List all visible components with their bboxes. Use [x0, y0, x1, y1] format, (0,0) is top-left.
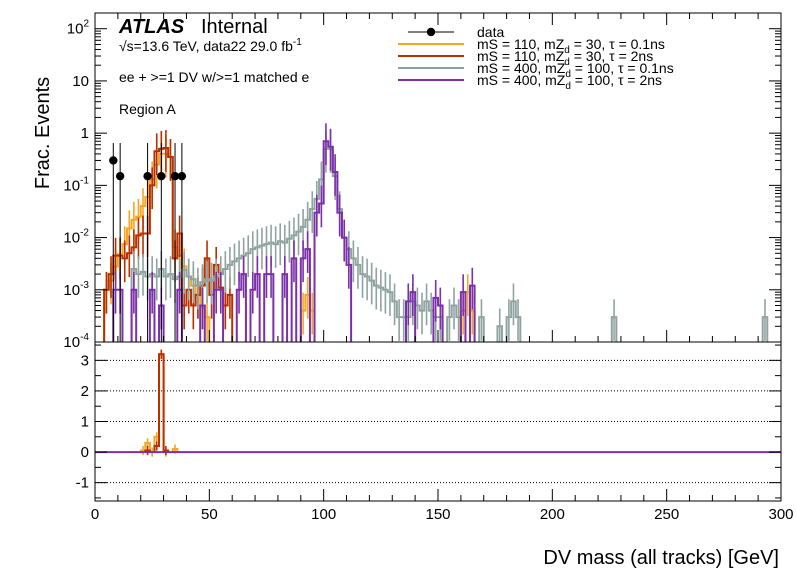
legend-entry-4-label: mS = 400, mZd = 100, τ = 2ns — [477, 72, 662, 92]
y-axis-label: Frac. Events — [32, 77, 54, 189]
upper-series-layer — [103, 123, 769, 342]
legend-entry-0-marker — [426, 27, 436, 37]
data-point-1-marker — [115, 171, 125, 181]
upper-ytick-label-2: 10-2 — [63, 228, 89, 247]
data-point-3 — [157, 143, 166, 342]
data-point-2-marker — [143, 171, 152, 181]
upper-y-axis: 10-4 10-3 10-2 10-1 1 10 102 — [63, 19, 781, 351]
xtick-label-0: 0 — [91, 506, 99, 523]
selection-text: ee + >=1 DV w/>=1 matched e — [119, 69, 310, 85]
lower-ytick-label-3: 2 — [81, 383, 89, 400]
data-point-4-marker — [170, 171, 180, 181]
upper-series-2-ms-400-mzd-100-0-1ns — [130, 130, 769, 342]
x-axis-label: DV mass (all tracks) [GeV] — [543, 547, 779, 569]
xtick-label-3: 150 — [425, 506, 450, 523]
data-point-1 — [115, 143, 125, 342]
lower-ytick-label-1: 0 — [81, 444, 89, 461]
x-axis: 0 50 100 150 200 250 300 — [91, 13, 794, 523]
upper-ytick-label-5: 10 — [72, 73, 89, 90]
xtick-label-2: 100 — [311, 506, 336, 523]
legend-entry-3-label: mS = 400, mZd = 100, τ = 0.1ns — [477, 60, 674, 80]
legend-entry-0: data — [408, 24, 504, 40]
xtick-label-5: 250 — [654, 506, 679, 523]
legend-entry-1-label: mS = 110, mZd = 30, τ = 0.1ns — [477, 36, 665, 56]
legend-entry-3: mS = 400, mZd = 100, τ = 0.1ns — [398, 60, 674, 80]
upper-ytick-label-3: 10-1 — [63, 175, 89, 194]
data-point-3-marker — [157, 171, 166, 181]
data-point-5 — [177, 143, 187, 342]
atlas-text: ATLAS — [118, 16, 185, 38]
data-point-0 — [109, 143, 118, 342]
upper-ytick-label-6: 102 — [67, 19, 90, 38]
legend-entry-2: mS = 110, mZd = 30, τ = 2ns — [398, 48, 653, 68]
lower-ytick-label-0: -1 — [76, 475, 89, 492]
data-point-4 — [170, 143, 180, 342]
data-point-5-marker — [177, 171, 187, 181]
data-point-2 — [143, 143, 152, 342]
lower-y-axis: -1 0 1 2 3 — [76, 344, 781, 499]
internal-text: Internal — [201, 16, 268, 38]
legend-entry-0-label: data — [477, 24, 504, 40]
ratio-grid-lines — [95, 359, 781, 484]
data-points-layer — [109, 143, 187, 342]
legend-entry-2-label: mS = 110, mZd = 30, τ = 2ns — [477, 48, 653, 68]
energy-exponent: -1 — [293, 37, 302, 48]
upper-ytick-label-1: 10-3 — [63, 280, 89, 299]
xtick-label-4: 200 — [540, 506, 565, 523]
energy-luminosity-text: √s=13.6 TeV, data22 29.0 fb-1 — [119, 37, 302, 54]
legend-entry-4: mS = 400, mZd = 100, τ = 2ns — [398, 72, 662, 92]
upper-ytick-label-4: 1 — [81, 125, 89, 142]
energy-text: √s=13.6 TeV, data22 29.0 fb — [119, 38, 293, 54]
lower-series-layer — [95, 349, 781, 457]
atlas-label: ATLAS Internal — [118, 16, 268, 38]
data-point-0-marker — [109, 156, 118, 165]
legend-entry-1: mS = 110, mZd = 30, τ = 0.1ns — [398, 36, 665, 56]
upper-ytick-label-0: 10-4 — [63, 332, 89, 351]
xtick-label-6: 300 — [768, 506, 793, 523]
region-text: Region A — [119, 101, 176, 117]
lower-ytick-label-4: 3 — [81, 352, 89, 369]
xtick-label-1: 50 — [201, 506, 218, 523]
lower-ytick-label-2: 1 — [81, 414, 89, 431]
